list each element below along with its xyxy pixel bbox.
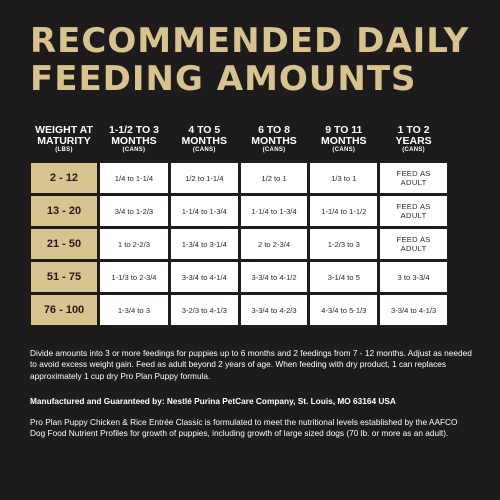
table-cell: 3-2/3 to 4-1/3 xyxy=(170,295,238,325)
title-line-1: RECOMMENDED DAILY xyxy=(30,21,470,61)
feeding-table: WEIGHT AT MATURITY (LBS) 1-1/2 TO 3 MONTHS(… xyxy=(28,117,450,328)
table-cell: 1/4 to 1-1/4 xyxy=(100,163,168,193)
table-cell: 3-3/4 to 4-2/3 xyxy=(240,295,308,325)
header-6-to-8-months: 6 TO 8 MONTHS (CANS) xyxy=(251,123,297,153)
table-cell: 3-3/4 to 4-1/4 xyxy=(170,262,238,292)
table-cell: 3-3/4 to 4-1/2 xyxy=(240,262,308,292)
table-cell: FEED AS ADULT xyxy=(380,163,447,193)
table-row: 51 - 75 1-1/3 to 2-3/4 3-3/4 to 4-1/4 3-… xyxy=(31,262,447,292)
feeding-instructions: Divide amounts into 3 or more feedings f… xyxy=(30,348,472,381)
table-cell: 1/2 to 1 xyxy=(240,163,308,193)
table-cell: 1-1/4 to 1-3/4 xyxy=(170,196,238,226)
table-cell: 3/4 to 1-2/3 xyxy=(100,196,168,226)
header-1-to-2-years: 1 TO 2 YEARS (CANS) xyxy=(395,123,432,153)
table-cell: 3-3/4 to 4-1/3 xyxy=(380,295,447,325)
header-4-to-5-months: 4 TO 5 MONTHS (CANS) xyxy=(181,123,228,153)
page-title: RECOMMENDED DAILY FEEDING AMOUNTS xyxy=(30,22,469,98)
title-line-2: FEEDING AMOUNTS xyxy=(30,59,417,99)
header-1-5-to-3-months: 1-1/2 TO 3 MONTHS (CANS) xyxy=(108,123,159,153)
table-cell: 1/3 to 1 xyxy=(310,163,378,193)
table-cell: 1-1/3 to 2-3/4 xyxy=(100,262,168,292)
table-header-row: WEIGHT AT MATURITY (LBS) 1-1/2 TO 3 MONTHS(… xyxy=(31,120,447,160)
table-cell: 1/2 to 1-1/4 xyxy=(170,163,238,193)
table-cell: FEED AS ADULT xyxy=(380,196,447,226)
table-cell: 1-3/4 to 3 xyxy=(100,295,168,325)
weight-cell: 51 - 75 xyxy=(31,262,97,292)
table-cell: 1-3/4 to 3-1/4 xyxy=(170,229,238,259)
table-row: 21 - 50 1 to 2-2/3 1-3/4 to 3-1/4 2 to 2… xyxy=(31,229,447,259)
table-cell: FEED AS ADULT xyxy=(380,229,447,259)
table-cell: 2 to 2-3/4 xyxy=(240,229,308,259)
weight-cell: 2 - 12 xyxy=(31,163,97,193)
header-9-to-11-months: 9 TO 11 MONTHS (CANS) xyxy=(321,123,367,153)
table-row: 2 - 12 1/4 to 1-1/4 1/2 to 1-1/4 1/2 to … xyxy=(31,163,447,193)
table-cell: 4-3/4 to 5-1/3 xyxy=(310,295,378,325)
weight-cell: 21 - 50 xyxy=(31,229,97,259)
header-weight: WEIGHT AT MATURITY (LBS) xyxy=(35,123,93,153)
manufacturer-line: Manufactured and Guaranteed by: Nestlé P… xyxy=(30,395,396,406)
table-row: 76 - 100 1-3/4 to 3 3-2/3 to 4-1/3 3-3/4… xyxy=(31,295,447,325)
table-cell: 1-1/4 to 1-3/4 xyxy=(240,196,308,226)
aafco-statement: Pro Plan Puppy Chicken & Rice Entrée Cla… xyxy=(30,417,458,439)
feeding-notes: Divide amounts into 3 or more feedings f… xyxy=(30,348,472,454)
table-row: 13 - 20 3/4 to 1-2/3 1-1/4 to 1-3/4 1-1/… xyxy=(31,196,447,226)
table-cell: 1 to 2-2/3 xyxy=(100,229,168,259)
weight-cell: 13 - 20 xyxy=(31,196,97,226)
table-cell: 1-1/4 to 1-1/2 xyxy=(310,196,378,226)
table-cell: 1-2/3 to 3 xyxy=(310,229,378,259)
table-cell: 3 to 3-3/4 xyxy=(380,262,447,292)
table-cell: 3-1/4 to 5 xyxy=(310,262,378,292)
weight-cell: 76 - 100 xyxy=(31,295,97,325)
